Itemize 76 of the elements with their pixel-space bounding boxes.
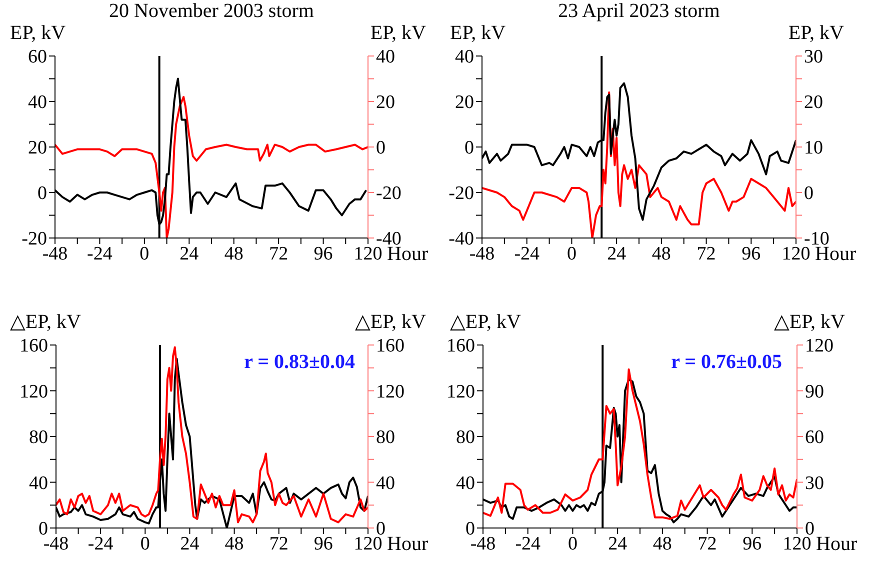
y-tick-label: 40 [456, 472, 475, 494]
x-tick-label: 96 [742, 533, 762, 554]
x-tick-label: -24 [88, 533, 114, 554]
y-tick-label: 20 [455, 92, 474, 114]
y-tick-label: -20 [22, 228, 47, 250]
y-tick-label: 0 [38, 518, 48, 540]
y2-tick-label: 80 [376, 427, 395, 448]
x-tick-label: 48 [224, 533, 244, 554]
y-tick-label: 80 [29, 427, 48, 448]
x-tick-label: 24 [607, 243, 627, 264]
x-tick-label: 96 [314, 533, 333, 554]
y2-axis-title: EP, kV [788, 22, 844, 44]
x-tick-label: 24 [180, 243, 200, 264]
y-tick-label: -20 [448, 183, 474, 204]
x-tick-label: 0 [566, 243, 576, 264]
y-tick-label: 20 [28, 138, 47, 159]
x-tick-label: 48 [652, 533, 672, 554]
y2-tick-label: 0 [804, 183, 814, 204]
annotation: r = 0.83±0.04 [244, 351, 355, 373]
x-tick-label: 96 [742, 243, 761, 264]
y-axis-title: EP, kV [450, 22, 506, 44]
y2-tick-label: 30 [805, 472, 824, 494]
y-tick-label: 40 [455, 46, 474, 68]
y-tick-label: -40 [448, 228, 474, 250]
x-tick-label: 0 [568, 533, 578, 554]
x-tick-label: 72 [269, 243, 288, 264]
x-tick-label: 0 [140, 243, 150, 264]
y2-tick-label: 40 [376, 46, 395, 68]
y-tick-label: 0 [464, 138, 474, 159]
x-tick-label: 72 [269, 533, 288, 554]
x-tick-label: 48 [652, 243, 671, 264]
y2-axis-title: EP, kV [370, 22, 426, 44]
y2-tick-label: 20 [376, 92, 395, 114]
y2-tick-label: 30 [804, 46, 823, 68]
x-tick-label: 24 [180, 533, 200, 554]
x-tick-label: -24 [515, 533, 542, 554]
y2-tick-label: 0 [376, 138, 386, 159]
x-tick-label: 120 [354, 243, 382, 264]
x-axis-title: Hour [387, 533, 428, 555]
y-tick-label: 40 [28, 92, 47, 114]
y-axis-title: △EP, kV [10, 311, 81, 333]
y-tick-label: 40 [29, 472, 48, 494]
y2-tick-label: 40 [376, 472, 395, 494]
x-axis-title: Hour [816, 533, 858, 555]
y-tick-label: 120 [20, 381, 48, 402]
chart-title: 23 April 2023 storm [557, 0, 721, 22]
x-tick-label: 96 [314, 243, 333, 264]
x-tick-label: 72 [696, 243, 716, 264]
y-tick-label: 0 [466, 518, 475, 540]
y2-tick-label: 120 [376, 381, 404, 402]
y-axis-title: EP, kV [10, 22, 66, 44]
y-tick-label: 80 [456, 427, 475, 448]
y2-tick-label: 10 [804, 138, 823, 159]
y-tick-label: 0 [38, 183, 47, 204]
y-tick-label: 160 [446, 336, 475, 357]
y2-tick-label: 60 [805, 427, 824, 448]
x-tick-label: 120 [782, 243, 810, 264]
chart-title: 20 November 2003 storm [108, 0, 315, 22]
y2-axis-title: △EP, kV [774, 311, 845, 333]
y-tick-label: 60 [28, 46, 47, 68]
y2-tick-label: 120 [805, 336, 834, 357]
x-tick-label: 72 [698, 533, 717, 554]
y-axis-title: △EP, kV [450, 311, 521, 333]
y2-tick-label: 90 [805, 381, 824, 402]
x-tick-label: 48 [224, 243, 244, 264]
annotation: r = 0.76±0.05 [671, 351, 782, 373]
y2-tick-label: -20 [376, 183, 402, 204]
y-tick-label: 120 [446, 381, 475, 402]
y-tick-label: 160 [20, 336, 48, 357]
y2-tick-label: 160 [376, 336, 404, 357]
y2-axis-title: △EP, kV [355, 311, 426, 333]
x-tick-label: 24 [608, 533, 628, 554]
x-tick-label: 0 [140, 533, 150, 554]
y2-tick-label: 20 [804, 92, 823, 114]
x-tick-label: -24 [514, 243, 540, 264]
x-tick-label: -24 [87, 243, 113, 264]
